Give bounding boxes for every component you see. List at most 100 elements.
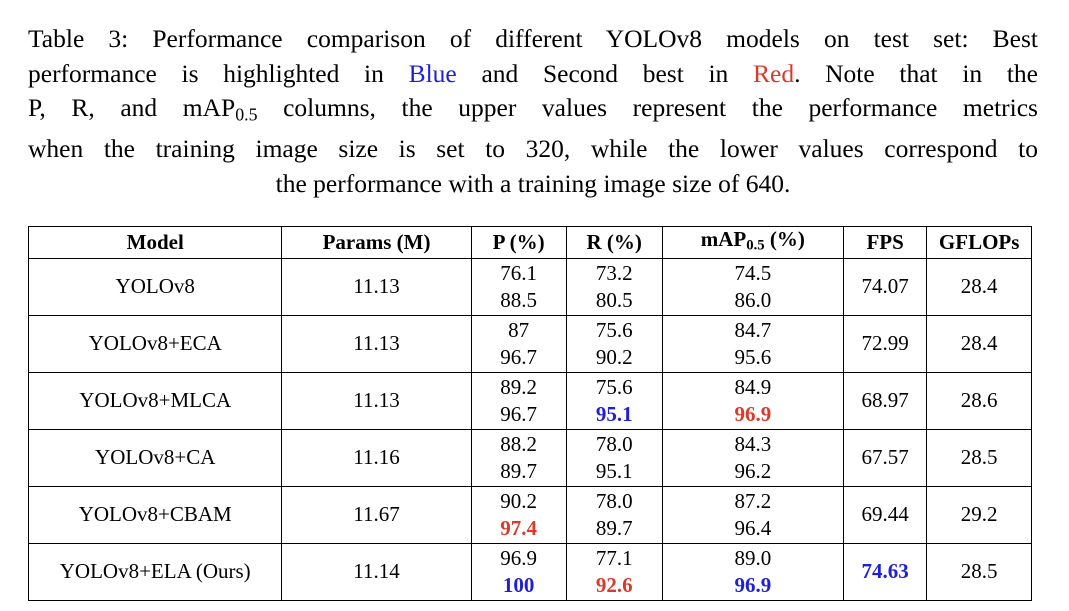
value-640: 89.7	[500, 458, 537, 483]
cell-params: 11.13	[281, 257, 472, 316]
cell-p: 87 96.7	[470, 314, 567, 373]
caption-line-4: when the training image size is set to 3…	[28, 134, 1038, 164]
table-header-row: Model Params (M) P (%) R (%) mAP0.5 (%) …	[27, 226, 1032, 259]
cell-p: 76.1 88.5	[470, 257, 567, 316]
table-caption: Table 3: Performance comparison of diffe…	[28, 22, 1038, 201]
caption-text: . Note that in the	[794, 58, 1038, 88]
caption-line-3: P, R, and mAP0.5 columns, the upper valu…	[28, 91, 1038, 132]
table-row: YOLOv8+CBAM 11.67 90.2 97.4 78.0 89.7 87.2…	[27, 485, 1032, 544]
value-320: 84.9	[734, 374, 772, 399]
cell-r: 75.6 95.1	[565, 371, 663, 430]
value-640: 80.5	[595, 287, 633, 312]
value-320: 96.9	[500, 545, 537, 570]
value-320: 78.0	[595, 431, 633, 456]
cell-r: 78.0 95.1	[565, 428, 663, 487]
caption-text: P, R, and mAP	[28, 93, 236, 123]
cell-r: 77.1 92.6	[565, 542, 663, 601]
cell-params: 11.67	[281, 485, 472, 544]
cell-model: YOLOv8+MLCA	[27, 371, 283, 430]
cell-fps: 69.44	[842, 485, 928, 544]
value-640-second: 92.6	[567, 572, 662, 599]
value-320: 90.2	[500, 488, 537, 513]
cell-gflops: 28.5	[926, 542, 1032, 601]
cell-model: YOLOv8	[27, 257, 283, 316]
header-map: mAP0.5 (%)	[661, 226, 844, 259]
value-640-best: 100	[472, 572, 566, 599]
caption-text: and Second best in	[481, 58, 729, 88]
value-640: 88.5	[500, 287, 537, 312]
header-params: Params (M)	[281, 226, 472, 259]
cell-map: 87.2 96.4	[661, 485, 844, 544]
value-640-best: 96.9	[663, 572, 843, 599]
caption-line-2: performance is highlighted in Blue and S…	[28, 57, 1038, 92]
value-320: 74.5	[734, 260, 772, 285]
cell-fps: 72.99	[842, 314, 928, 373]
cell-map: 89.0 96.9	[661, 542, 844, 601]
cell-params: 11.13	[281, 371, 472, 430]
cell-p: 89.2 96.7	[470, 371, 567, 430]
value-320: 89.2	[500, 374, 537, 399]
table-row: YOLOv8+CA 11.16 88.2 89.7 78.0 95.1 84.3 96…	[27, 428, 1032, 487]
header-model: Model	[27, 226, 283, 259]
cell-model: YOLOv8+CBAM	[27, 485, 283, 544]
value-640: 95.6	[734, 344, 772, 369]
caption-text: performance is highlighted in	[28, 58, 384, 88]
value-320: 73.2	[595, 260, 633, 285]
cell-gflops: 28.6	[926, 371, 1032, 430]
value-640-second: 97.4	[472, 515, 566, 542]
value-320: 77.1	[595, 545, 633, 570]
value-640: 90.2	[595, 344, 633, 369]
cell-map: 84.9 96.9	[661, 371, 844, 430]
cell-model: YOLOv8+CA	[27, 428, 283, 487]
cell-r: 75.6 90.2	[565, 314, 663, 373]
value-320: 75.6	[595, 317, 633, 342]
second-best-value: 92.6	[595, 572, 633, 597]
header-r: R (%)	[565, 226, 663, 259]
results-table: Model Params (M) P (%) R (%) mAP0.5 (%) …	[27, 226, 1032, 601]
header-gflops: GFLOPs	[926, 226, 1032, 259]
cell-fps-best: 74.63	[842, 542, 928, 601]
value-640-second: 96.9	[663, 401, 843, 428]
header-map-subscript: 0.5	[746, 237, 765, 254]
caption-text: columns, the upper values represent the …	[257, 93, 1038, 123]
second-best-value: 97.4	[500, 515, 537, 540]
value-640: 96.4	[734, 515, 772, 540]
caption-line-5: the performance with a training image si…	[275, 168, 791, 198]
cell-gflops: 28.5	[926, 428, 1032, 487]
value-640: 96.7	[500, 401, 537, 426]
value-320: 75.6	[595, 374, 633, 399]
cell-params: 11.13	[281, 314, 472, 373]
cell-r: 78.0 89.7	[565, 485, 663, 544]
value-640-best: 95.1	[567, 401, 662, 428]
cell-map: 74.5 86.0	[661, 257, 844, 316]
table-row: YOLOv8 11.13 76.1 88.5 73.2 80.5 74.5 86.0 …	[27, 257, 1032, 316]
cell-map: 84.7 95.6	[661, 314, 844, 373]
best-value: 95.1	[595, 401, 633, 426]
header-map-text: mAP	[700, 227, 747, 251]
cell-gflops: 28.4	[926, 257, 1032, 316]
cell-fps: 74.07	[842, 257, 928, 316]
caption-line-1: Table 3: Performance comparison of diffe…	[28, 24, 1038, 53]
cell-p: 90.2 97.4	[470, 485, 567, 544]
value-320: 88.2	[500, 431, 537, 456]
caption-red-word: Red	[753, 58, 795, 88]
cell-model: YOLOv8+ECA	[27, 314, 283, 373]
best-value: 74.63	[861, 559, 909, 584]
cell-model: YOLOv8+ELA (Ours)	[27, 542, 283, 601]
table-row: YOLOv8+ECA 11.13 87 96.7 75.6 90.2 84.7 95.…	[27, 314, 1032, 373]
cell-gflops: 29.2	[926, 485, 1032, 544]
value-640: 95.1	[595, 458, 633, 483]
header-p: P (%)	[470, 226, 567, 259]
value-640: 86.0	[734, 287, 772, 312]
value-320: 84.7	[734, 317, 772, 342]
cell-r: 73.2 80.5	[565, 257, 663, 316]
caption-subscript: 0.5	[235, 104, 258, 125]
second-best-value: 96.9	[734, 401, 772, 426]
best-value: 96.9	[734, 572, 772, 597]
value-320: 87.2	[734, 488, 772, 513]
value-640: 96.7	[500, 344, 537, 369]
value-320: 76.1	[500, 260, 537, 285]
header-fps: FPS	[842, 226, 928, 259]
cell-fps: 68.97	[842, 371, 928, 430]
caption-blue-word: Blue	[408, 58, 457, 88]
